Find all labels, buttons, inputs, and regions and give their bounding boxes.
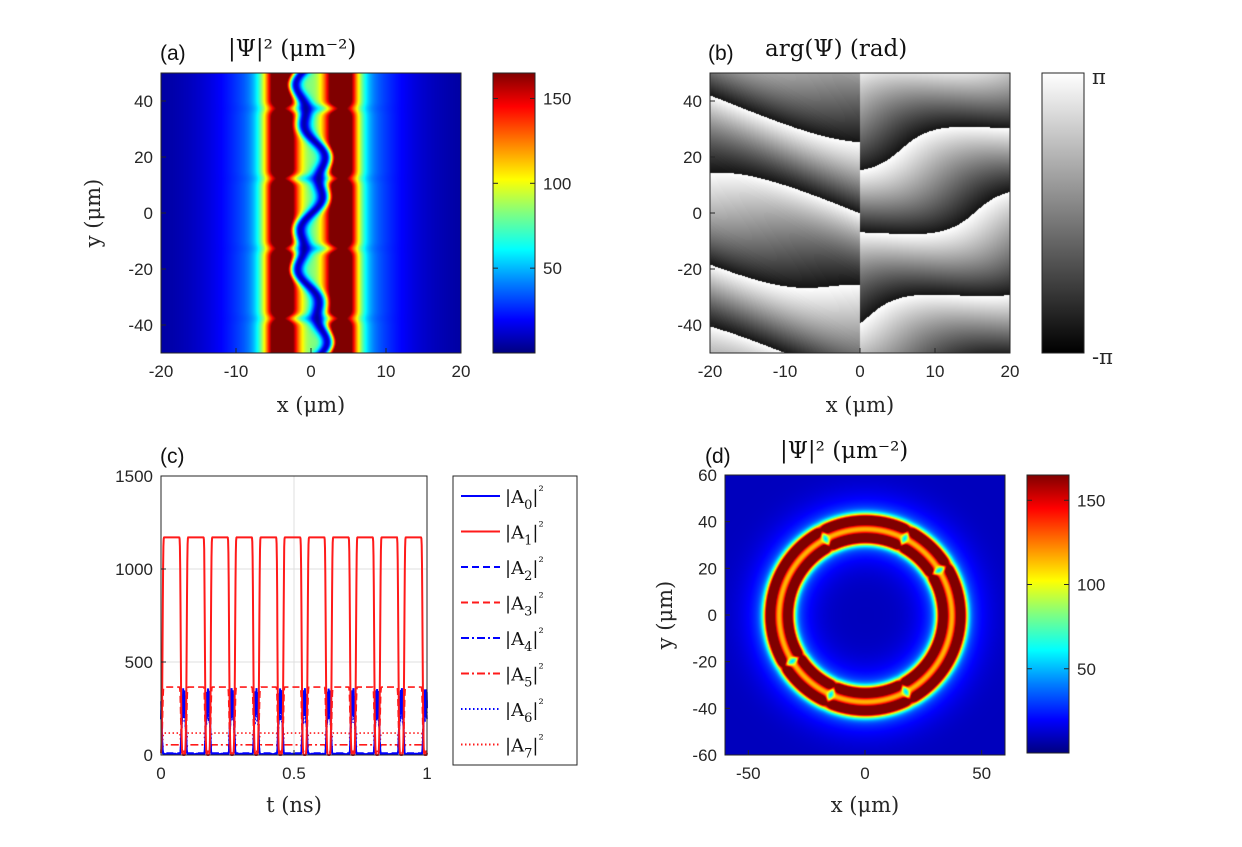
panel-c-legend-label: |A6|² [505, 697, 544, 726]
panel-d-xtick-label: 50 [972, 764, 991, 783]
panel-c-legend-label: |A0|² [505, 484, 544, 513]
panel-b-ytick-label: 40 [683, 92, 702, 111]
panel-d-ytick-label: -20 [692, 653, 717, 672]
panel-c-legend-label: |A2|² [505, 555, 544, 584]
panel-a-ytick-label: 40 [134, 92, 153, 111]
panel-d-colorbar-tick-label: 100 [1077, 576, 1105, 595]
panel-d: (d) |Ψ|² (μm⁻²) -50 0 50 -60 -40 -20 0 20 40 60 x… [653, 438, 1105, 817]
panel-a-ytick-label: -20 [128, 260, 153, 279]
panel-b-ytick-label: 0 [693, 204, 702, 223]
panel-a-ytick-label: 0 [144, 204, 153, 223]
panel-a: (a) |Ψ|² (μm⁻²) -20 -10 0 10 20 -40 -20 0 20 40 x… [81, 36, 571, 417]
panel-a-colorbar-tick-label: 100 [543, 174, 571, 193]
panel-a-axes: -20 -10 0 10 20 -40 -20 0 20 40 [128, 92, 470, 381]
panel-b-ytick-label: -20 [677, 260, 702, 279]
panel-b-colorbar-top: π [1092, 65, 1106, 89]
panel-c-label: (c) [160, 445, 185, 468]
panel-b-xtick-label: 20 [1001, 362, 1020, 381]
panel-a-label: (a) [160, 42, 186, 65]
panel-a-title: |Ψ|² (μm⁻²) [228, 36, 356, 62]
panel-b-label: (b) [708, 42, 734, 65]
panel-b-colorbar-bottom: -π [1092, 345, 1113, 369]
panel-b-xtick-label: -20 [698, 362, 723, 381]
panel-d-xlabel: x (μm) [831, 793, 899, 817]
panel-b-xtick-label: 0 [855, 362, 864, 381]
panel-a-heatmap [161, 73, 461, 353]
panel-a-xtick-label: -10 [224, 362, 249, 381]
panel-b-xtick-label: 10 [926, 362, 945, 381]
panel-a-ytick-label: 20 [134, 148, 153, 167]
panel-a-xtick-label: 0 [306, 362, 315, 381]
panel-c-legend-label: |A7|² [505, 733, 544, 762]
panel-b-title: arg(Ψ) (rad) [765, 36, 907, 62]
panel-c-axes: 0 0.5 1 0 500 1000 1500 [115, 467, 432, 783]
panel-d-title: |Ψ|² (μm⁻²) [780, 438, 908, 464]
panel-c-xtick-label: 0.5 [282, 764, 306, 783]
panel-d-ytick-label: 40 [698, 513, 717, 532]
panel-b-xtick-label: -10 [773, 362, 798, 381]
panel-b-axes: -20 -10 0 10 20 -40 -20 0 20 40 [677, 92, 1019, 381]
panel-b-xlabel: x (μm) [826, 393, 894, 417]
panel-a-xlabel: x (μm) [277, 393, 345, 417]
panel-d-label: (d) [705, 445, 731, 468]
panel-c-ytick-label: 1000 [115, 560, 153, 579]
panel-a-ytick-label: -40 [128, 316, 153, 335]
panel-b-heatmap [710, 73, 1010, 353]
panel-d-colorbar-tick-label: 50 [1077, 660, 1096, 679]
panel-c-ytick-label: 1500 [115, 467, 153, 486]
panel-d-ytick-label: 20 [698, 559, 717, 578]
panel-d-xtick-label: -50 [736, 764, 761, 783]
panel-d-colorbar-ticks: 50 100 150 [1027, 491, 1105, 679]
panel-a-xtick-label: 20 [452, 362, 471, 381]
panel-c-xtick-label: 0 [156, 764, 165, 783]
panel-c-series-A7 [160, 732, 428, 754]
panel-a-ylabel: y (μm) [81, 179, 105, 249]
panel-c-ytick-label: 0 [144, 746, 153, 765]
panel-a-colorbar-tick-label: 50 [543, 259, 562, 278]
panel-b-ytick-label: -40 [677, 316, 702, 335]
panel-c-legend-entries: |A0|² |A1|² |A2|² |A3|² |A4|² |A5|² |A6|² |A7|² [461, 484, 544, 762]
panel-c-legend-label: |A4|² [505, 626, 544, 655]
panel-d-ytick-label: -40 [692, 699, 717, 718]
panel-d-ytick-label: 60 [698, 466, 717, 485]
panel-d-axes: -50 0 50 -60 -40 -20 0 20 40 60 [692, 466, 991, 783]
panel-a-colorbar [492, 72, 536, 354]
panel-d-heatmap [725, 475, 1005, 755]
panel-d-ytick-label: -60 [692, 746, 717, 765]
panel-c-series-A1 [160, 536, 428, 756]
panel-c-xlabel: t (ns) [266, 793, 322, 817]
panel-a-colorbar-ticks: 50 100 150 [493, 89, 571, 278]
panel-c-ytick-label: 500 [125, 653, 153, 672]
panel-a-colorbar-tick-label: 150 [543, 89, 571, 108]
panel-c-series [160, 536, 428, 756]
panel-c-series-A3 [160, 686, 428, 753]
panel-c-legend [452, 475, 578, 766]
panel-c-xtick-label: 1 [422, 764, 431, 783]
panel-d-ytick-label: 0 [708, 606, 717, 625]
panel-c-legend-label: |A3|² [505, 591, 544, 620]
panel-b-colorbar [1041, 72, 1085, 354]
panel-d-xtick-label: 0 [860, 764, 869, 783]
panel-c-legend-label: |A1|² [505, 520, 544, 549]
panel-b-ytick-label: 20 [683, 148, 702, 167]
panel-b: (b) arg(Ψ) (rad) -20 -10 0 10 20-40-2002040 … [677, 36, 1113, 417]
panel-a-xtick-label: 10 [377, 362, 396, 381]
panel-d-colorbar-tick-label: 150 [1077, 491, 1105, 510]
panel-a-xtick-label: -20 [149, 362, 174, 381]
panel-c-legend-label: |A5|² [505, 662, 544, 691]
panel-d-ylabel: y (μm) [653, 581, 677, 651]
panel-d-colorbar [1026, 474, 1070, 754]
